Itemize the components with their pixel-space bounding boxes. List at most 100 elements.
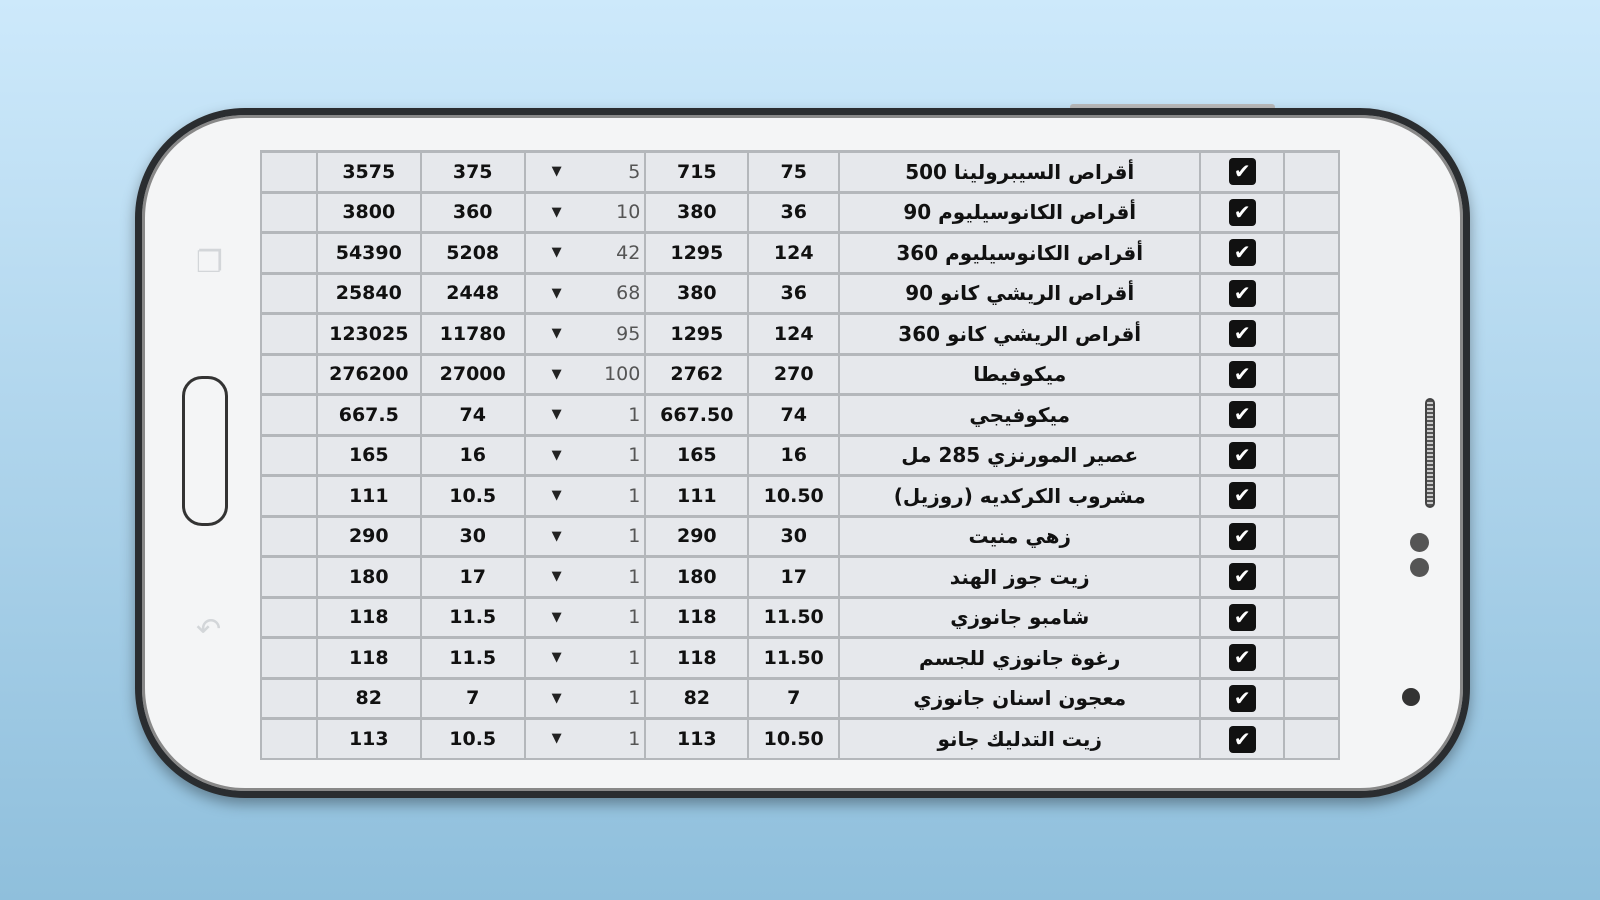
product-name: ميكوفيجي bbox=[838, 393, 1202, 436]
check-icon[interactable]: ✔ bbox=[1228, 198, 1256, 226]
caret-down-icon: ▼ bbox=[551, 609, 562, 625]
total-cell: 82 bbox=[315, 676, 422, 720]
empty-cell bbox=[260, 595, 318, 639]
checkbox-cell[interactable]: ✔ bbox=[1199, 595, 1286, 639]
checkbox-cell[interactable]: ✔ bbox=[1199, 231, 1286, 274]
check-icon[interactable]: ✔ bbox=[1228, 563, 1256, 591]
total-cell: 276200 bbox=[315, 352, 422, 396]
product-name: ميكوفيطا bbox=[838, 352, 1202, 396]
unit-cell: 10.50 bbox=[747, 717, 841, 760]
quantity-value: 100 bbox=[604, 363, 641, 386]
sensor-dot bbox=[1410, 558, 1429, 577]
price-cell: 113 bbox=[644, 717, 750, 760]
quantity-dropdown[interactable]: ▼ 1 bbox=[523, 514, 647, 558]
unit-cell: 124 bbox=[747, 312, 841, 355]
quantity-value: 10 bbox=[616, 201, 641, 224]
checkbox-cell[interactable]: ✔ bbox=[1199, 676, 1286, 720]
check-icon[interactable]: ✔ bbox=[1228, 482, 1256, 510]
quantity-dropdown[interactable]: ▼ 1 bbox=[523, 555, 647, 598]
table-row: 25840 2448 ▼ 68 380 36 أقراص الريشي كانو … bbox=[260, 271, 1340, 315]
unit-cell: 30 bbox=[747, 514, 841, 558]
table-row: 123025 11780 ▼ 95 1295 124 أقراص الريشي ك… bbox=[260, 312, 1340, 355]
order-table: 3575 375 ▼ 5 715 75 أقراص السيبرولينا 500… bbox=[260, 150, 1340, 760]
unit-total-cell: 2448 bbox=[419, 271, 526, 315]
total-cell: 180 bbox=[315, 555, 422, 598]
empty-cell bbox=[260, 352, 318, 396]
checkbox-cell[interactable]: ✔ bbox=[1199, 393, 1286, 436]
check-icon[interactable]: ✔ bbox=[1228, 279, 1256, 307]
check-icon[interactable]: ✔ bbox=[1228, 360, 1256, 388]
checkbox-cell[interactable]: ✔ bbox=[1199, 514, 1286, 558]
quantity-dropdown[interactable]: ▼ 100 bbox=[523, 352, 647, 396]
empty-cell bbox=[260, 271, 318, 315]
checkbox-cell[interactable]: ✔ bbox=[1199, 474, 1286, 517]
check-icon[interactable]: ✔ bbox=[1228, 320, 1256, 348]
total-cell: 667.5 bbox=[315, 393, 422, 436]
home-button[interactable] bbox=[182, 376, 228, 526]
caret-down-icon: ▼ bbox=[551, 690, 562, 706]
quantity-dropdown[interactable]: ▼ 95 bbox=[523, 312, 647, 355]
unit-total-cell: 10.5 bbox=[419, 717, 526, 760]
check-icon[interactable]: ✔ bbox=[1228, 725, 1256, 753]
quantity-dropdown[interactable]: ▼ 1 bbox=[523, 393, 647, 436]
quantity-value: 1 bbox=[628, 525, 641, 548]
checkbox-cell[interactable]: ✔ bbox=[1199, 636, 1286, 679]
checkbox-cell[interactable]: ✔ bbox=[1199, 433, 1286, 477]
quantity-dropdown[interactable]: ▼ 5 bbox=[523, 150, 647, 193]
checkbox-cell[interactable]: ✔ bbox=[1199, 717, 1286, 760]
empty-cell bbox=[1283, 514, 1340, 558]
unit-cell: 74 bbox=[747, 393, 841, 436]
price-cell: 165 bbox=[644, 433, 750, 477]
back-icon[interactable]: ↶ bbox=[196, 612, 222, 647]
caret-down-icon: ▼ bbox=[551, 447, 562, 463]
price-cell: 715 bbox=[644, 150, 750, 193]
check-icon[interactable]: ✔ bbox=[1228, 644, 1256, 672]
check-icon[interactable]: ✔ bbox=[1228, 239, 1256, 267]
checkbox-cell[interactable]: ✔ bbox=[1199, 271, 1286, 315]
quantity-value: 5 bbox=[628, 160, 641, 183]
empty-cell bbox=[260, 433, 318, 477]
empty-cell bbox=[1283, 150, 1340, 193]
check-icon[interactable]: ✔ bbox=[1228, 603, 1256, 631]
caret-down-icon: ▼ bbox=[551, 569, 562, 584]
price-cell: 667.50 bbox=[644, 393, 750, 436]
caret-down-icon: ▼ bbox=[551, 407, 562, 422]
table-row: 667.5 74 ▼ 1 667.50 74 ميكوفيجي ✔ bbox=[260, 393, 1340, 436]
checkbox-cell[interactable]: ✔ bbox=[1199, 352, 1286, 396]
empty-cell bbox=[260, 676, 318, 720]
check-icon[interactable]: ✔ bbox=[1228, 158, 1256, 186]
quantity-dropdown[interactable]: ▼ 10 bbox=[523, 190, 647, 234]
quantity-dropdown[interactable]: ▼ 68 bbox=[523, 271, 647, 315]
quantity-dropdown[interactable]: ▼ 42 bbox=[523, 231, 647, 274]
empty-cell bbox=[260, 393, 318, 436]
checkbox-cell[interactable]: ✔ bbox=[1199, 190, 1286, 234]
table-row: 113 10.5 ▼ 1 113 10.50 زيت التدليك جانو ✔ bbox=[260, 717, 1340, 760]
caret-down-icon: ▼ bbox=[551, 488, 562, 503]
quantity-dropdown[interactable]: ▼ 1 bbox=[523, 636, 647, 679]
checkbox-cell[interactable]: ✔ bbox=[1199, 150, 1286, 193]
product-name: أقراص الريشي كانو 90 bbox=[838, 271, 1202, 315]
check-icon[interactable]: ✔ bbox=[1228, 522, 1256, 550]
unit-cell: 17 bbox=[747, 555, 841, 598]
checkbox-cell[interactable]: ✔ bbox=[1199, 555, 1286, 598]
checkbox-cell[interactable]: ✔ bbox=[1199, 312, 1286, 355]
quantity-dropdown[interactable]: ▼ 1 bbox=[523, 595, 647, 639]
check-icon[interactable]: ✔ bbox=[1228, 684, 1256, 712]
quantity-dropdown[interactable]: ▼ 1 bbox=[523, 676, 647, 720]
quantity-value: 1 bbox=[628, 728, 641, 750]
check-icon[interactable]: ✔ bbox=[1228, 401, 1256, 429]
check-icon[interactable]: ✔ bbox=[1228, 441, 1256, 469]
empty-cell bbox=[1283, 636, 1340, 679]
quantity-dropdown[interactable]: ▼ 1 bbox=[523, 433, 647, 477]
total-cell: 290 bbox=[315, 514, 422, 558]
empty-cell bbox=[260, 312, 318, 355]
product-name: مشروب الكركديه (روزيل) bbox=[838, 474, 1202, 517]
quantity-value: 1 bbox=[628, 646, 641, 669]
quantity-dropdown[interactable]: ▼ 1 bbox=[523, 474, 647, 517]
quantity-dropdown[interactable]: ▼ 1 bbox=[523, 717, 647, 760]
unit-cell: 11.50 bbox=[747, 636, 841, 679]
phone-top-button bbox=[1070, 104, 1275, 110]
unit-total-cell: 5208 bbox=[419, 231, 526, 274]
product-name: أقراص الكانوسيليوم 360 bbox=[838, 231, 1202, 274]
recent-apps-icon[interactable]: ❐ bbox=[196, 245, 223, 280]
